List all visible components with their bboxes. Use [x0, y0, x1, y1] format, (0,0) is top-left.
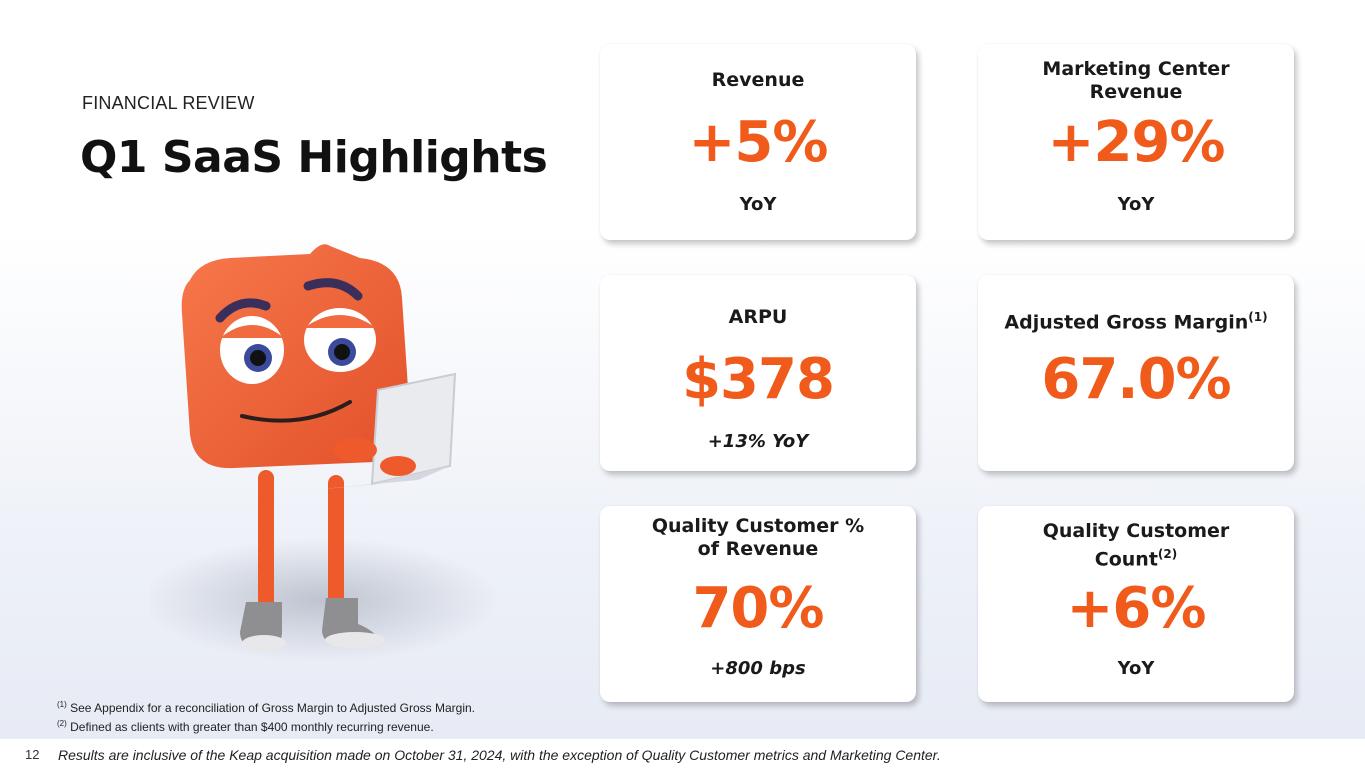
card-title-text: Quality Customer Count: [1042, 520, 1230, 571]
page-title: Q1 SaaS Highlights: [80, 132, 548, 183]
eyebrow-label: FINANCIAL REVIEW: [82, 93, 255, 113]
footnote-marker: (2): [1157, 547, 1178, 561]
footnote-mark: (2): [57, 719, 67, 728]
card-subtext: YoY: [1117, 658, 1155, 679]
quality-customer-revenue-card: Quality Customer % of Revenue 70% +800 b…: [600, 506, 916, 702]
footnote-text: Defined as clients with greater than $40…: [70, 720, 434, 734]
footnote-text: See Appendix for a reconciliation of Gro…: [70, 701, 475, 715]
card-title: Adjusted Gross Margin(1): [998, 306, 1274, 334]
adjusted-gross-margin-card: Adjusted Gross Margin(1) 67.0%: [978, 275, 1294, 471]
page-number: 12: [25, 747, 40, 762]
card-subtext: +800 bps: [710, 658, 806, 679]
footnotes: (1) See Appendix for a reconciliation of…: [57, 697, 475, 735]
card-value: 67.0%: [1041, 347, 1231, 412]
mascot-icon: [150, 244, 500, 662]
card-title-text: Adjusted Gross Margin: [1004, 311, 1249, 334]
card-subtext: YoY: [1117, 194, 1155, 215]
card-value: 70%: [692, 576, 824, 641]
card-title: Quality Customer Count(2): [1033, 520, 1239, 571]
footnote: (1) See Appendix for a reconciliation of…: [57, 697, 475, 716]
card-value: +5%: [688, 110, 829, 175]
footer-note: Results are inclusive of the Keap acquis…: [58, 747, 941, 763]
footnote-mark: (1): [57, 700, 67, 709]
card-title: Revenue: [711, 69, 805, 91]
card-value: +29%: [1047, 110, 1226, 175]
card-subtext: +13% YoY: [707, 431, 809, 452]
card-subtext: YoY: [739, 194, 777, 215]
quality-customer-count-card: Quality Customer Count(2) +6% YoY: [978, 506, 1294, 702]
footnote: (2) Defined as clients with greater than…: [57, 716, 475, 735]
card-value: $378: [682, 347, 835, 412]
card-title: ARPU: [728, 306, 788, 328]
arpu-card: ARPU $378 +13% YoY: [600, 275, 916, 471]
footer-bar: [0, 739, 1365, 768]
revenue-card: Revenue +5% YoY: [600, 44, 916, 240]
marketing-center-revenue-card: Marketing Center Revenue +29% YoY: [978, 44, 1294, 240]
card-title: Marketing Center Revenue: [1042, 58, 1230, 103]
card-title: Quality Customer % of Revenue: [651, 515, 865, 560]
card-value: +6%: [1066, 576, 1207, 641]
footnote-marker: (1): [1248, 310, 1268, 324]
